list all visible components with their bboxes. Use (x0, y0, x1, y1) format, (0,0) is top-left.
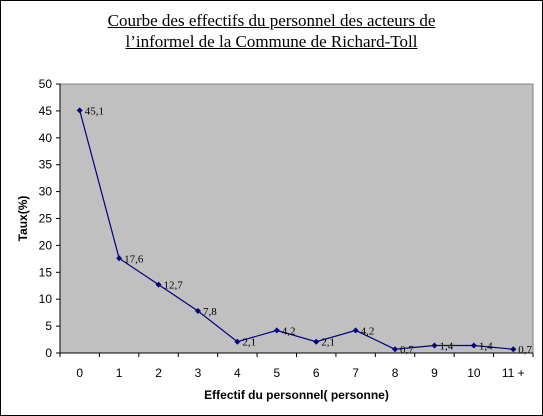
data-label: 7,8 (203, 306, 217, 318)
chart-title-line-2: l’informel de la Commune de Richard-Toll (125, 32, 418, 51)
data-point-marker (392, 346, 399, 353)
x-tick-label: 1 (116, 366, 123, 380)
data-point-marker (470, 342, 477, 349)
plot-area (59, 83, 534, 354)
chart-title: Courbe des effectifs du personnel des ac… (0, 10, 543, 52)
y-tick-label: 45 (39, 104, 53, 118)
x-tick-label: 4 (234, 366, 241, 380)
y-tick-label: 35 (39, 158, 53, 172)
data-point-marker (352, 327, 359, 334)
x-tick-label: 11 + (502, 366, 525, 380)
data-point-marker (313, 338, 320, 345)
x-tick-label: 0 (76, 366, 83, 380)
y-tick-label: 25 (39, 212, 53, 226)
y-tick-label: 0 (45, 346, 52, 360)
data-label: 0,7 (518, 344, 532, 356)
x-axis: 0 1 2 3 4 5 6 7 8 9 10 11 + (59, 352, 534, 380)
y-tick-label: 30 (39, 185, 53, 199)
data-label: 2,1 (321, 337, 335, 349)
x-tick-label: 10 (467, 366, 481, 380)
data-label: 4,2 (361, 325, 375, 337)
chart-title-line-1: Courbe des effectifs du personnel des ac… (107, 11, 436, 30)
data-point-marker (76, 107, 83, 114)
data-label: 1,4 (479, 340, 493, 352)
x-tick-label: 5 (273, 366, 280, 380)
y-tick-label: 10 (39, 292, 53, 306)
series (76, 107, 517, 353)
data-point-marker (273, 327, 280, 334)
data-label: 0,7 (400, 344, 414, 356)
y-axis-title: Taux(%) (16, 196, 30, 242)
y-tick-label: 5 (45, 319, 52, 333)
data-label: 1,4 (439, 340, 453, 352)
x-tick-label: 9 (431, 366, 438, 380)
data-label: 12,7 (164, 280, 184, 292)
data-point-marker (510, 346, 517, 353)
x-tick-label: 7 (352, 366, 359, 380)
x-tick-label: 6 (313, 366, 320, 380)
data-point-marker (234, 338, 241, 345)
y-tick-label: 20 (39, 238, 53, 252)
data-point-marker (155, 281, 162, 288)
y-tick-label: 50 (39, 77, 53, 91)
y-axis: 0 5 10 15 20 25 30 35 40 45 50 (39, 77, 61, 360)
data-label: 17,6 (124, 253, 144, 265)
y-tick-label: 40 (39, 131, 53, 145)
x-tick-label: 8 (392, 366, 399, 380)
x-tick-label: 2 (155, 366, 162, 380)
data-label: 4,2 (282, 325, 296, 337)
data-label: 45,1 (85, 105, 104, 117)
data-labels: 45,1 17,6 12,7 7,8 2,1 4,2 2,1 4,2 0,7 1,4 1,4 0,7 (85, 105, 533, 356)
data-point-marker (116, 255, 123, 262)
data-point-marker (194, 308, 201, 315)
data-point-marker (431, 342, 438, 349)
x-tick-label: 3 (195, 366, 202, 380)
y-tick-label: 15 (39, 265, 53, 279)
series-line (79, 110, 514, 350)
x-axis-title: Effectif du personnel( personne) (204, 388, 389, 402)
data-label: 2,1 (242, 337, 256, 349)
